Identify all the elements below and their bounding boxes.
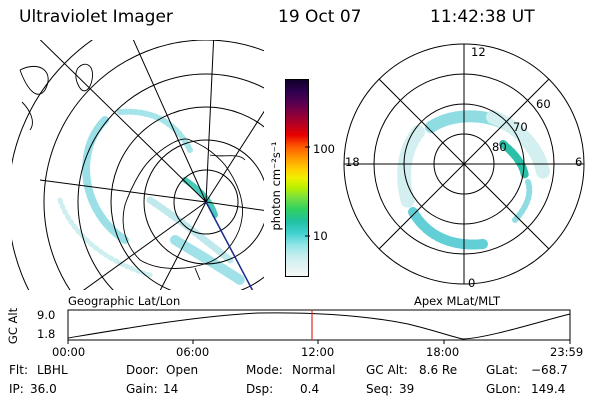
mlat-label-70: 70: [513, 120, 528, 134]
mlt-label-12: 12: [471, 45, 486, 59]
info-door-value: Open: [166, 363, 199, 377]
info-gcalt-label: GC Alt:: [366, 363, 408, 377]
info-flt-label: Flt:: [9, 363, 28, 377]
alt-xtick-1800: 18:00: [426, 345, 460, 359]
alt-xtick-1200: 12:00: [301, 345, 335, 359]
alt-ytick-1-8: 1.8: [37, 327, 56, 341]
info-dsp-value: 0.4: [300, 382, 320, 396]
mlt-lines: [344, 44, 584, 284]
app-title: Ultraviolet Imager: [19, 7, 173, 27]
info-door-label: Door:: [126, 363, 159, 377]
colorbar-tick-100: 100: [313, 142, 335, 156]
header-date: 19 Oct 07: [278, 7, 362, 27]
info-mode-label: Mode:: [246, 363, 283, 377]
alt-plot-ylabel: GC Alt: [6, 307, 20, 345]
coastlines: [19, 63, 246, 281]
alt-ytick-9: 9.0: [37, 308, 56, 322]
info-gain-value: 14: [163, 382, 179, 396]
info-glon-label: GLon:: [486, 382, 521, 396]
track-line: [205, 201, 254, 290]
info-gain-label: Gain:: [126, 382, 158, 396]
alt-xtick-2359: 23:59: [550, 345, 584, 359]
left-panel-caption: Geographic Lat/Lon: [68, 294, 181, 308]
altitude-plot: [67, 309, 571, 344]
altitude-curve: [67, 312, 571, 340]
info-seq-label: Seq:: [366, 382, 393, 396]
info-flt-value: LBHL: [37, 363, 68, 377]
mlt-label-6: 6: [575, 155, 583, 169]
aurora-emission-left: [57, 108, 245, 285]
alt-xtick-0600: 06:00: [176, 345, 210, 359]
alt-xtick-0000: 00:00: [52, 345, 86, 359]
colorbar-unit-label: photon cm⁻²s⁻¹: [269, 141, 283, 231]
colorbar-tick-10: 10: [313, 229, 328, 243]
info-mode-value: Normal: [292, 363, 336, 377]
info-dsp-label: Dsp:: [246, 382, 274, 396]
mlt-label-18: 18: [345, 155, 360, 169]
aurora-emission-right: [397, 110, 550, 250]
apex-polar-plot: [343, 43, 585, 285]
info-glat-value: −68.7: [531, 363, 568, 377]
header-time: 11:42:38 UT: [430, 7, 535, 27]
right-panel-caption: Apex MLat/MLT: [414, 294, 501, 308]
geographic-map: [12, 40, 264, 290]
info-ip-value: 36.0: [30, 382, 57, 396]
colorbar: [285, 79, 309, 277]
mlat-label-80: 80: [492, 140, 507, 154]
mlt-label-0: 0: [468, 276, 476, 290]
info-ip-label: IP:: [9, 382, 24, 396]
info-seq-value: 39: [399, 382, 415, 396]
latitude-circles: [12, 40, 264, 290]
colorbar-ticks: [305, 146, 310, 237]
mlat-label-60: 60: [536, 97, 551, 111]
info-glat-label: GLat:: [486, 363, 519, 377]
meridian-lines: [39, 40, 264, 290]
info-gcalt-value: 8.6 Re: [419, 363, 458, 377]
info-glon-value: 149.4: [531, 382, 566, 396]
